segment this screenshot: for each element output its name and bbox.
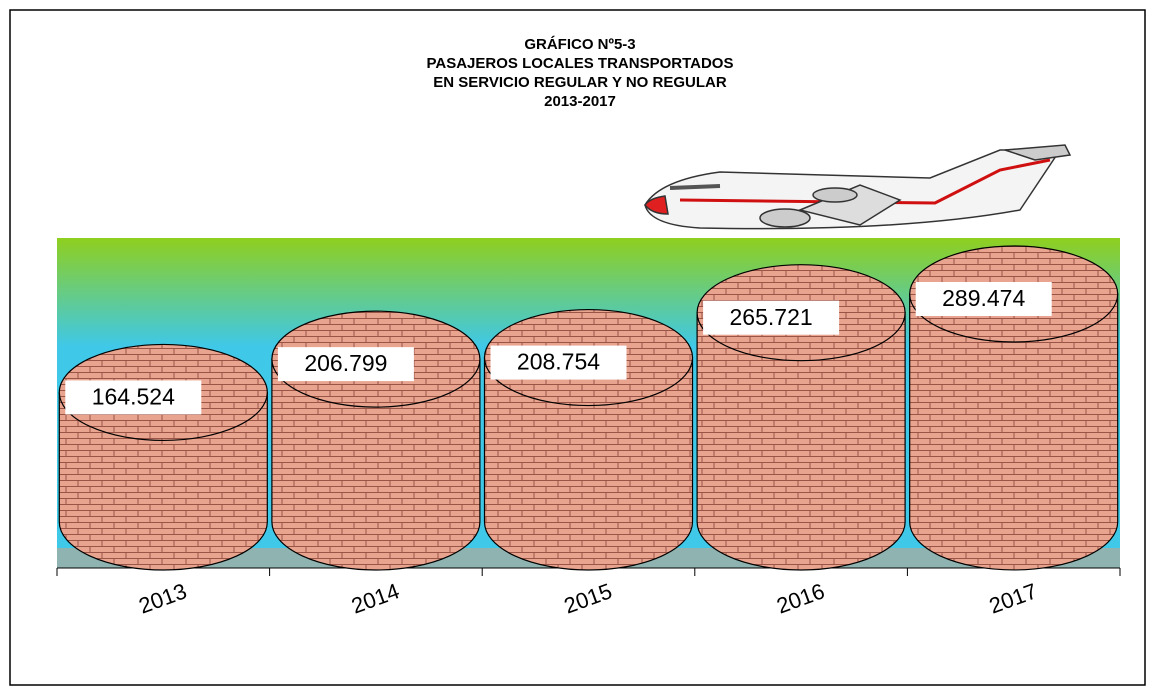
cylinder-body (58, 391, 268, 571)
title-line: PASAJEROS LOCALES TRANSPORTADOS (427, 55, 734, 72)
title-line: 2013-2017 (544, 93, 616, 110)
value-label-box (703, 300, 840, 335)
value-label-box (277, 347, 414, 382)
value-label: 289.474 (942, 285, 1025, 311)
cylinder-body (696, 312, 906, 571)
cylinder-body (271, 358, 481, 571)
cylinder-body (483, 356, 694, 571)
cylinder (58, 343, 268, 571)
value-label-box (915, 282, 1052, 316)
value-label: 206.799 (304, 350, 387, 376)
value-label: 208.754 (517, 349, 600, 375)
title: GRÁFICO Nº5-3 PASAJEROS LOCALES TRANSPORT… (427, 36, 734, 110)
airplane (644, 144, 1072, 230)
value-label: 265.721 (730, 304, 813, 330)
title-line: EN SERVICIO REGULAR Y NO REGULAR (433, 74, 727, 91)
value-label-box (65, 380, 202, 415)
title-line: GRÁFICO Nº5-3 (524, 36, 635, 53)
cylinder-body (909, 293, 1119, 571)
value-label: 164.524 (92, 383, 175, 409)
value-label-box (490, 345, 627, 380)
cylinder (271, 310, 481, 571)
